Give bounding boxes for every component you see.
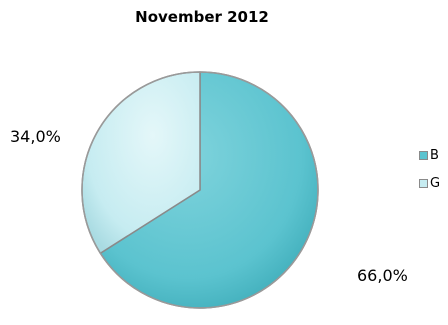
legend-label-g: G — [430, 176, 441, 191]
chart-title: November 2012 — [135, 8, 269, 26]
data-label-g: 34,0% — [10, 127, 61, 146]
legend-item-b: B — [419, 148, 439, 163]
pie-rim — [81, 71, 319, 309]
legend-swatch-g — [419, 179, 428, 188]
legend-swatch-b — [419, 151, 428, 160]
data-label-b: 66,0% — [357, 266, 408, 285]
legend-item-g: G — [419, 176, 440, 191]
legend-label-b: B — [430, 148, 439, 163]
